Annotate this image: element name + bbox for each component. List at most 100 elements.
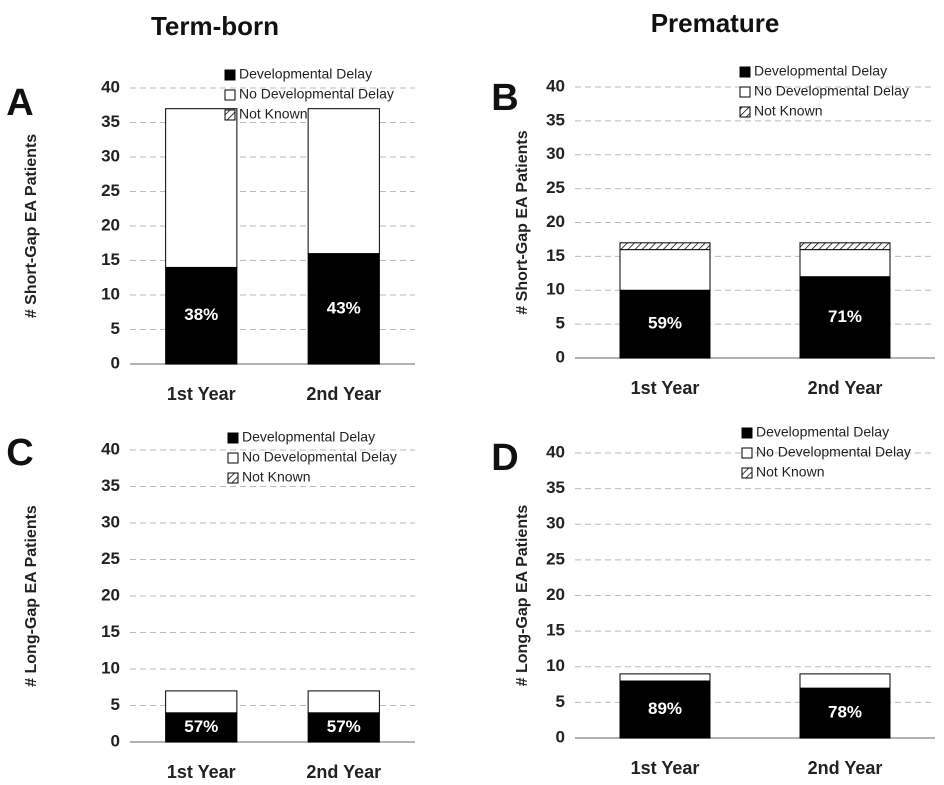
- legend-swatch: [739, 86, 751, 98]
- y-tick-label: 30: [101, 512, 120, 531]
- bar-segment: [307, 253, 380, 365]
- percent-label: 89%: [648, 699, 682, 718]
- panel-label: C: [6, 432, 33, 474]
- y-axis-title: # Short-Gap EA Patients: [23, 134, 40, 318]
- y-tick-label: 25: [101, 181, 120, 200]
- y-tick-label: 40: [101, 77, 120, 96]
- y-tick-label: 10: [101, 658, 120, 677]
- y-tick-label: 20: [101, 585, 120, 604]
- y-tick-label: 40: [546, 442, 565, 461]
- y-tick-label: 40: [101, 439, 120, 458]
- y-tick-label: 0: [556, 727, 565, 746]
- legend-swatch: [224, 89, 236, 101]
- bar-segment: [165, 108, 238, 268]
- y-tick-label: 20: [546, 585, 565, 604]
- y-tick-label: 40: [546, 76, 565, 95]
- bar-segment: [619, 289, 711, 359]
- y-tick-label: 35: [101, 112, 120, 131]
- y-tick-label: 5: [111, 695, 120, 714]
- bar-segment: [307, 690, 380, 714]
- bar-segment: [799, 687, 891, 739]
- legend-label: Not Known: [756, 464, 824, 480]
- bar-segment: [799, 673, 891, 689]
- y-tick-label: 30: [101, 146, 120, 165]
- percent-label: 43%: [327, 298, 361, 317]
- legend-label: Developmental Delay: [754, 63, 887, 79]
- y-tick-label: 25: [546, 178, 565, 197]
- bar-segment: [619, 242, 711, 251]
- y-tick-label: 20: [546, 212, 565, 231]
- legend-swatch: [741, 467, 753, 479]
- bar-segment: [307, 108, 380, 255]
- legend-label: Not Known: [754, 103, 822, 119]
- y-tick-label: 25: [546, 549, 565, 568]
- percent-label: 57%: [327, 717, 361, 736]
- x-tick-label: 1st Year: [167, 762, 236, 782]
- legend-label: No Developmental Delay: [754, 83, 909, 99]
- y-tick-label: 5: [111, 319, 120, 338]
- bar-segment: [799, 276, 891, 359]
- x-tick-label: 1st Year: [167, 384, 236, 404]
- y-tick-label: 15: [546, 246, 565, 265]
- bar-segment: [619, 249, 711, 291]
- y-tick-label: 15: [101, 250, 120, 269]
- column-title: Term-born: [151, 11, 279, 41]
- y-axis-title: # Long-Gap EA Patients: [514, 505, 531, 687]
- y-axis-title: # Short-Gap EA Patients: [514, 130, 531, 314]
- percent-label: 78%: [828, 703, 862, 722]
- y-tick-label: 35: [546, 478, 565, 497]
- legend-swatch: [227, 472, 239, 484]
- y-tick-label: 10: [546, 280, 565, 299]
- y-axis-title: # Long-Gap EA Patients: [23, 505, 40, 687]
- bar-segment: [307, 712, 380, 743]
- bar-segment: [165, 690, 238, 714]
- y-tick-label: 15: [546, 621, 565, 640]
- legend-label: No Developmental Delay: [242, 449, 397, 465]
- percent-label: 59%: [648, 314, 682, 333]
- x-tick-label: 1st Year: [631, 758, 700, 778]
- y-tick-label: 20: [101, 215, 120, 234]
- x-tick-label: 2nd Year: [306, 384, 381, 404]
- y-tick-label: 0: [111, 353, 120, 372]
- x-tick-label: 2nd Year: [808, 758, 883, 778]
- legend-swatch: [227, 452, 239, 464]
- y-tick-label: 30: [546, 144, 565, 163]
- bar-segment: [799, 242, 891, 251]
- legend-swatch: [741, 447, 753, 459]
- y-tick-label: 0: [556, 347, 565, 366]
- x-tick-label: 1st Year: [631, 378, 700, 398]
- panel-label: B: [491, 77, 518, 119]
- bar-segment: [619, 673, 711, 682]
- legend-label: Not Known: [242, 469, 310, 485]
- bar-segment: [619, 680, 711, 739]
- percent-label: 38%: [184, 305, 218, 324]
- bar-segment: [165, 266, 238, 365]
- legend-label: Not Known: [239, 106, 307, 122]
- percent-label: 57%: [184, 717, 218, 736]
- legend-swatch: [224, 109, 236, 121]
- y-tick-label: 10: [101, 284, 120, 303]
- legend-swatch: [739, 66, 751, 78]
- y-tick-label: 15: [101, 622, 120, 641]
- legend-label: Developmental Delay: [756, 424, 889, 440]
- y-tick-label: 5: [556, 314, 565, 333]
- legend-label: No Developmental Delay: [239, 86, 394, 102]
- x-tick-label: 2nd Year: [808, 378, 883, 398]
- legend-label: Developmental Delay: [242, 429, 375, 445]
- y-tick-label: 0: [111, 731, 120, 750]
- panel-label: A: [6, 82, 33, 124]
- column-title: Premature: [651, 8, 780, 38]
- percent-label: 71%: [828, 307, 862, 326]
- y-tick-label: 30: [546, 514, 565, 533]
- y-tick-label: 35: [546, 110, 565, 129]
- legend-swatch: [224, 69, 236, 81]
- legend-swatch: [227, 432, 239, 444]
- y-tick-label: 25: [101, 549, 120, 568]
- x-tick-label: 2nd Year: [306, 762, 381, 782]
- y-tick-label: 35: [101, 476, 120, 495]
- bar-segment: [165, 712, 238, 743]
- legend-swatch: [739, 106, 751, 118]
- legend-label: No Developmental Delay: [756, 444, 911, 460]
- bar-segment: [799, 249, 891, 278]
